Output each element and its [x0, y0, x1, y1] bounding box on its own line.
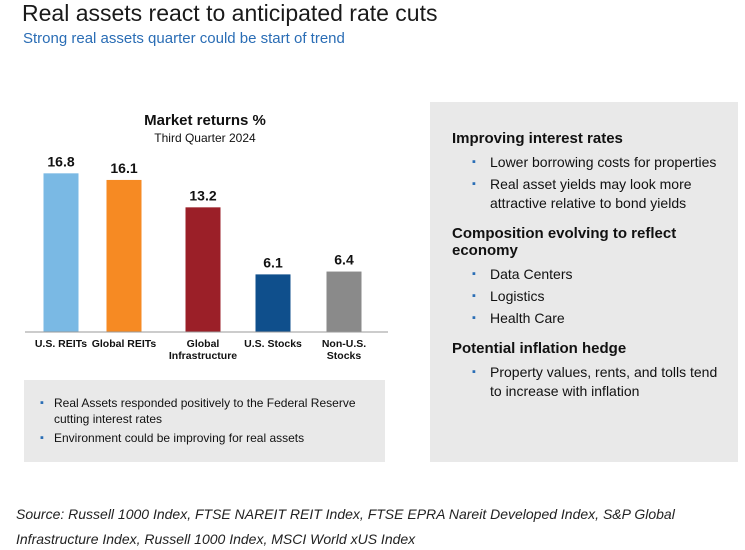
section-heading: Improving interest rates [452, 130, 623, 147]
page-subtitle: Strong real assets quarter could be star… [23, 30, 345, 47]
summary-item: ▪ Environment could be improving for real… [40, 431, 305, 445]
bullet-icon: ▪ [472, 156, 476, 168]
list-item: ▪ Property values, rents, and tolls tend … [472, 364, 718, 399]
chart-subtitle: Third Quarter 2024 [154, 131, 256, 145]
category-label-4: U.S. Stocks [244, 338, 302, 350]
data-label-3: 13.2 [189, 187, 216, 203]
chart-title: Market returns % [144, 112, 266, 129]
list-item: ▪ Data Centers [472, 266, 573, 282]
bar-1 [43, 173, 79, 332]
category-label-3-line2: Infrastructure [169, 350, 237, 362]
summary-list: ▪ Real Assets responded positively to the… [38, 395, 373, 446]
data-label-4: 6.1 [263, 254, 283, 270]
bar-chart: 16.8 U.S. REITs 16.1 Global REITs 13.2 Global… [25, 153, 388, 362]
section-heading: Potential inflation hedge [452, 340, 627, 357]
category-label-1: U.S. REITs [35, 338, 87, 350]
bar-5 [326, 271, 362, 332]
bar-4 [255, 274, 291, 332]
list-item: ▪ Logistics [472, 288, 545, 304]
bar-2 [106, 179, 142, 332]
data-label-1: 16.8 [47, 153, 74, 169]
bullet-icon: ▪ [472, 312, 476, 324]
data-label-5: 6.4 [334, 252, 354, 268]
bar-3 [185, 207, 221, 332]
category-label-2: Global REITs [92, 338, 157, 350]
source-note: Source: Russell 1000 Index, FTSE NAREIT … [16, 506, 675, 547]
summary-item: ▪ Real Assets responded positively to the… [40, 396, 356, 426]
summary-box: ▪ Real Assets responded positively to the… [24, 380, 385, 462]
list-item: ▪ Real asset yields may look more attract… [472, 176, 692, 211]
page-title: Real assets react to anticipated rate cu… [22, 0, 438, 26]
section-list: ▪ Property values, rents, and tolls tend … [452, 363, 726, 401]
insights-panel: Improving interest rates ▪ Lower borrowin… [430, 102, 738, 462]
section-heading: Composition evolving to reflect economy [452, 225, 677, 259]
bullet-icon: ▪ [40, 397, 44, 409]
bullet-icon: ▪ [472, 178, 476, 190]
category-label-5: Non-U.S. [322, 338, 366, 350]
bullet-icon: ▪ [472, 290, 476, 302]
bullet-icon: ▪ [40, 432, 44, 444]
data-label-2: 16.1 [110, 160, 137, 176]
list-item: ▪ Lower borrowing costs for properties [472, 154, 717, 170]
bullet-icon: ▪ [472, 366, 476, 378]
section-list: ▪ Data Centers ▪ Logistics ▪ Health Care [452, 265, 726, 328]
section-list: ▪ Lower borrowing costs for properties ▪ R… [452, 153, 726, 213]
bullet-icon: ▪ [472, 268, 476, 280]
list-item: ▪ Health Care [472, 310, 565, 326]
category-label-5-line2: Stocks [327, 350, 362, 362]
category-label-3: Global [187, 338, 220, 350]
